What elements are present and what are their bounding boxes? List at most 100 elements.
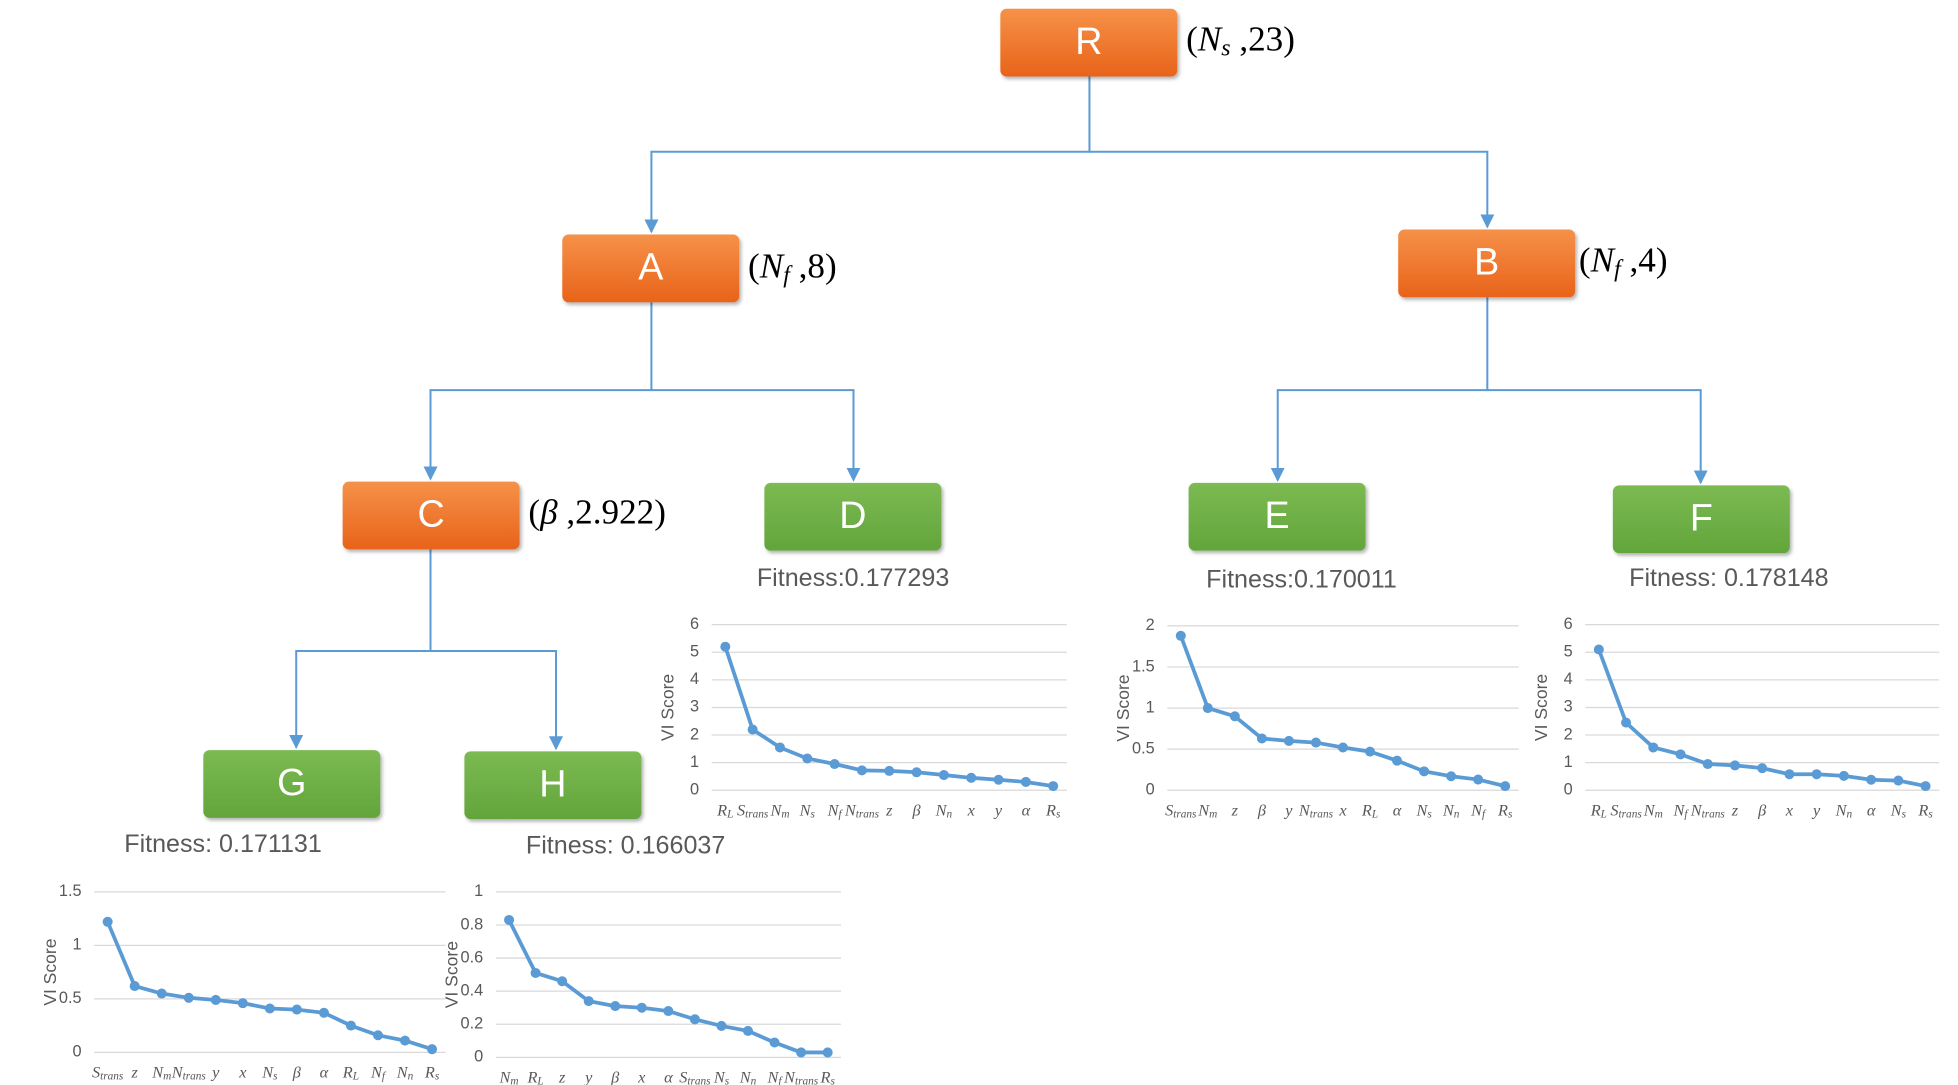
tree-node: C (β ,2.922) bbox=[342, 481, 666, 550]
data-point bbox=[1893, 775, 1904, 786]
x-tick-label: z bbox=[1731, 800, 1739, 819]
node-box bbox=[342, 481, 520, 550]
data-point bbox=[1675, 749, 1686, 760]
x-tick-label: Strans bbox=[92, 1062, 124, 1082]
category-symbol: R bbox=[819, 1067, 830, 1085]
category-symbol: N bbox=[1415, 800, 1428, 819]
x-tick-label: Nm bbox=[769, 800, 789, 820]
fitness-label: Fitness:0.177293 bbox=[757, 564, 949, 592]
category-symbol: N bbox=[261, 1062, 274, 1081]
data-point bbox=[156, 988, 167, 999]
data-point bbox=[1593, 644, 1604, 655]
data-point bbox=[663, 1006, 674, 1017]
y-tick-label: 4 bbox=[690, 670, 699, 688]
split-part: ( bbox=[528, 493, 540, 532]
tree-node: E Fitness:0.170011 bbox=[1188, 482, 1397, 593]
data-point bbox=[1365, 746, 1376, 757]
split-part: ,23) bbox=[1231, 20, 1295, 59]
x-tick-label: β bbox=[912, 800, 922, 819]
x-tick-label: α bbox=[320, 1062, 329, 1081]
category-symbol: N bbox=[499, 1067, 512, 1085]
node-label: E bbox=[1265, 494, 1290, 536]
category-symbol: N bbox=[171, 1062, 184, 1081]
category-subscript: m bbox=[1209, 808, 1217, 820]
data-point bbox=[1500, 781, 1511, 792]
category-symbol: N bbox=[1470, 800, 1483, 819]
category-subscript: f bbox=[1482, 808, 1487, 820]
data-point bbox=[1811, 769, 1822, 780]
data-point bbox=[966, 772, 977, 783]
category-symbol: R bbox=[1361, 800, 1372, 819]
x-tick-label: Nm bbox=[1197, 800, 1217, 820]
x-tick-label: Nn bbox=[739, 1067, 757, 1085]
y-tick-label: 0.5 bbox=[1132, 739, 1155, 757]
data-point bbox=[399, 1035, 411, 1046]
data-point bbox=[769, 1037, 780, 1048]
x-tick-label: Nn bbox=[935, 800, 953, 820]
split-part: ,8) bbox=[790, 247, 837, 286]
category-symbol: R bbox=[1590, 800, 1601, 819]
x-tick-label: Ns bbox=[799, 800, 816, 820]
category-symbol: N bbox=[713, 1067, 726, 1085]
category-subscript: s bbox=[1508, 808, 1513, 820]
data-point bbox=[911, 767, 922, 778]
x-tick-label: RL bbox=[1361, 800, 1378, 820]
data-point bbox=[1920, 781, 1931, 792]
node-label: D bbox=[839, 494, 866, 536]
x-tick-label: Nf bbox=[1673, 800, 1690, 820]
data-point bbox=[636, 1002, 647, 1013]
node-box bbox=[1000, 8, 1178, 77]
category-symbol: x bbox=[967, 800, 976, 819]
data-point bbox=[1729, 760, 1740, 771]
x-tick-label: z bbox=[558, 1067, 566, 1085]
category-subscript: f bbox=[1684, 808, 1689, 820]
category-subscript: s bbox=[435, 1071, 440, 1083]
category-subscript: trans bbox=[1173, 808, 1197, 820]
data-point bbox=[802, 753, 813, 764]
x-tick-label: x bbox=[637, 1067, 646, 1085]
category-symbol: N bbox=[1690, 800, 1703, 819]
split-part: ,2.922) bbox=[558, 493, 666, 532]
tree-node: F Fitness: 0.178148 bbox=[1612, 485, 1829, 592]
y-tick-label: 5 bbox=[1564, 643, 1573, 661]
data-point bbox=[372, 1030, 384, 1041]
category-symbol: N bbox=[396, 1062, 409, 1081]
y-axis-label: VI Score bbox=[442, 941, 462, 1008]
split-label: (Nf ,8) bbox=[748, 247, 837, 289]
data-point bbox=[291, 1004, 302, 1015]
data-point bbox=[822, 1047, 833, 1058]
category-symbol: N bbox=[1298, 800, 1311, 819]
y-tick-label: 3 bbox=[1564, 698, 1573, 716]
split-part: ( bbox=[1579, 240, 1591, 279]
category-symbol: β bbox=[1757, 800, 1767, 819]
category-symbol: N bbox=[769, 800, 782, 819]
category-symbol: y bbox=[583, 1067, 593, 1085]
y-tick-label: 4 bbox=[1564, 670, 1573, 688]
edge bbox=[1487, 389, 1708, 485]
x-tick-label: Ntrans bbox=[783, 1067, 819, 1085]
y-tick-label: 1 bbox=[1146, 698, 1155, 716]
x-tick-label: Nf bbox=[827, 800, 844, 820]
data-point bbox=[129, 981, 140, 992]
edge bbox=[430, 649, 564, 751]
category-subscript: trans bbox=[795, 1076, 819, 1085]
x-tick-label: Ns bbox=[1890, 800, 1907, 820]
category-subscript: trans bbox=[856, 808, 880, 820]
x-tick-label: y bbox=[583, 1067, 593, 1085]
category-symbol: R bbox=[424, 1062, 435, 1081]
category-symbol: z bbox=[885, 800, 893, 819]
x-tick-label: Rs bbox=[1917, 800, 1933, 820]
data-point bbox=[610, 1001, 621, 1012]
y-tick-label: 1.5 bbox=[59, 882, 82, 900]
y-axis-label: VI Score bbox=[1531, 674, 1551, 741]
x-tick-label: Rs bbox=[1045, 800, 1061, 820]
node-label: G bbox=[277, 761, 306, 803]
category-subscript: n bbox=[947, 808, 953, 820]
edge bbox=[644, 75, 1091, 234]
x-tick-label: Nn bbox=[396, 1062, 414, 1082]
category-subscript: f bbox=[778, 1076, 783, 1085]
data-point bbox=[1310, 737, 1321, 748]
